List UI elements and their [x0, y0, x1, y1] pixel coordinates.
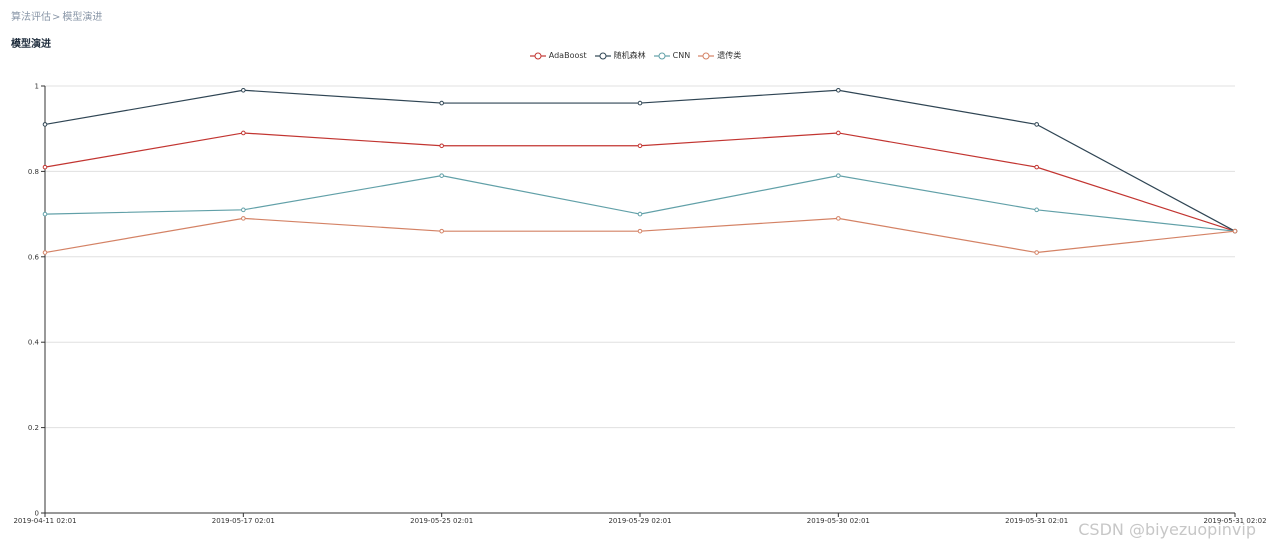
x-tick-label: 2019-05-31 02:02	[1203, 517, 1266, 525]
legend-label: CNN	[672, 51, 691, 60]
x-tick-label: 2019-05-31 02:01	[1005, 517, 1068, 525]
y-tick-label: 1	[35, 83, 39, 91]
data-point	[42, 164, 48, 170]
x-tick-label: 2019-05-30 02:01	[807, 517, 870, 525]
watermark: CSDN @biyezuopinvip	[1078, 520, 1256, 539]
page-title: 模型演进	[11, 39, 51, 50]
legend-item[interactable]: AdaBoost	[529, 50, 587, 61]
data-point	[637, 228, 643, 234]
data-point	[241, 87, 246, 93]
legend-item[interactable]: CNN	[653, 50, 691, 61]
data-point	[1034, 250, 1039, 255]
data-point	[241, 207, 246, 213]
legend-label: 遗传类	[717, 51, 742, 60]
y-tick-label: 0.2	[28, 424, 39, 432]
data-point	[439, 100, 444, 106]
data-point	[1034, 164, 1039, 170]
data-point	[836, 216, 841, 221]
breadcrumb: 算法评估> 模型演进	[11, 8, 102, 23]
data-point	[1034, 122, 1039, 127]
data-point	[42, 250, 48, 255]
data-point	[241, 130, 246, 136]
x-tick-label: 2019-05-25 02:01	[410, 517, 473, 525]
data-point	[836, 173, 841, 178]
x-tick-label: 2019-04-11 02:01	[13, 517, 76, 525]
data-point	[439, 143, 444, 149]
data-point	[637, 143, 643, 149]
x-tick-label: 2019-05-17 02:01	[212, 517, 275, 525]
legend-swatch	[594, 52, 611, 59]
breadcrumb-parent-link[interactable]: 算法评估	[11, 12, 51, 23]
y-tick-label: 0.4	[28, 339, 40, 347]
data-point	[439, 228, 444, 234]
x-tick-label: 2019-05-29 02:01	[608, 517, 671, 525]
y-tick-label: 0.8	[28, 168, 39, 176]
data-point	[836, 87, 841, 93]
data-point	[439, 173, 444, 178]
legend-label: 随机森林	[613, 51, 646, 60]
data-point	[637, 211, 643, 217]
chart-legend: AdaBoost 随机森林 CNN 遗传类	[0, 50, 1271, 61]
legend-item[interactable]: 遗传类	[698, 50, 741, 61]
series-line-2	[44, 175, 1236, 232]
legend-swatch	[529, 52, 546, 59]
data-point	[836, 130, 841, 136]
data-point	[241, 216, 246, 221]
legend-label: AdaBoost	[548, 51, 587, 60]
breadcrumb-current: 模型演进	[62, 12, 103, 23]
data-point	[1034, 207, 1039, 213]
data-point	[42, 211, 48, 217]
legend-swatch	[698, 52, 715, 59]
legend-item[interactable]: 随机森林	[594, 50, 646, 61]
data-point	[42, 122, 48, 127]
y-tick-label: 0	[35, 510, 39, 518]
y-tick-label: 0.6	[28, 253, 40, 261]
data-point	[1232, 228, 1238, 234]
breadcrumb-separator: >	[52, 12, 61, 23]
data-point	[637, 100, 643, 106]
legend-swatch	[653, 52, 670, 59]
series-line-3	[44, 217, 1236, 254]
